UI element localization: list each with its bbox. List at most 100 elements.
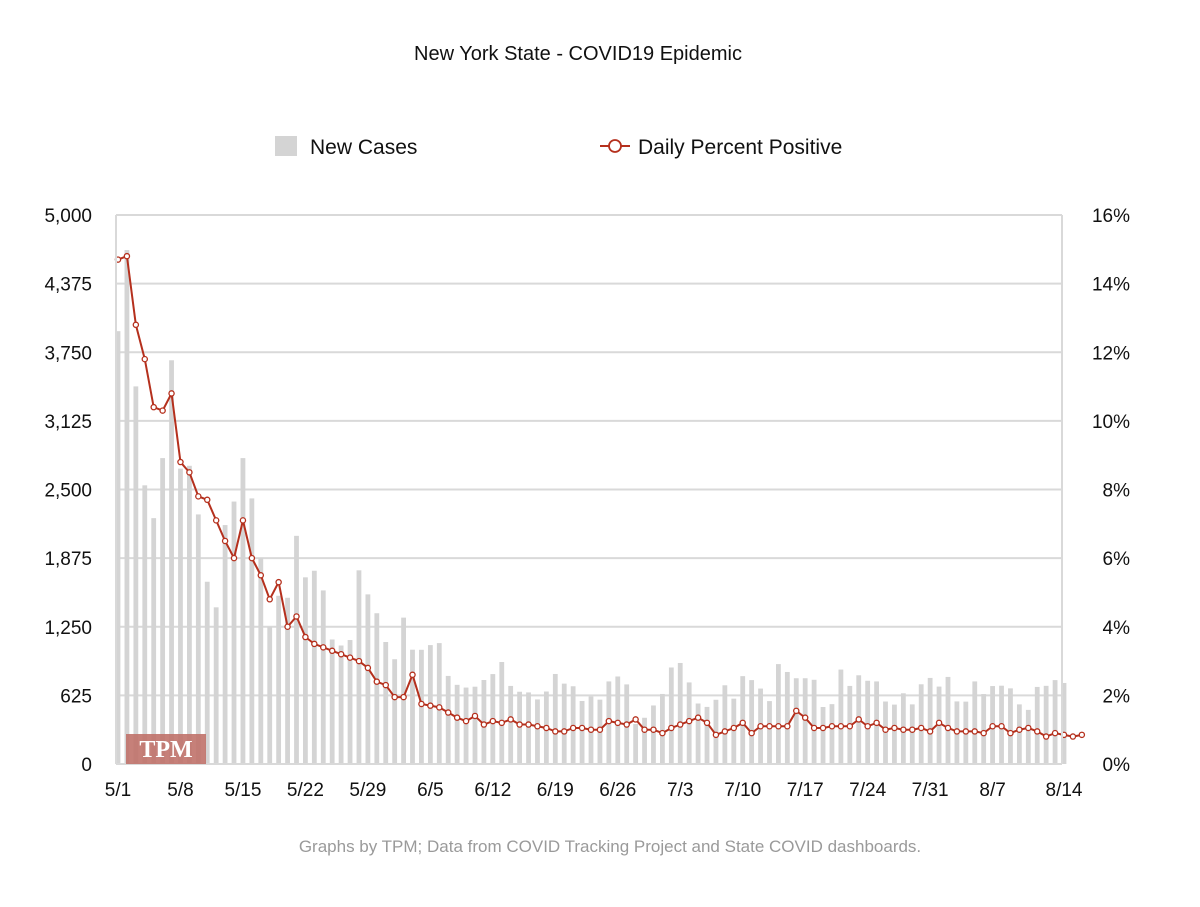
- bar-new-cases: [365, 594, 371, 764]
- bar-new-cases: [445, 675, 451, 764]
- point-percent-positive: [543, 724, 550, 732]
- point-percent-positive: [525, 721, 532, 728]
- point-percent-positive: [650, 726, 657, 733]
- point-percent-positive: [864, 723, 871, 730]
- point-percent-positive: [1007, 729, 1014, 737]
- y-axis-right-labels: 16% 14% 12% 10% 8% 6% 4% 2% 0%: [1092, 206, 1130, 776]
- point-percent-positive: [703, 719, 711, 727]
- y-axis-left-labels: 5,000 4,375 3,750 3,125 2,500 1,875 1,250 625 0: [44, 206, 92, 776]
- bar-new-cases: [1034, 686, 1040, 764]
- bar-new-cases: [178, 468, 183, 764]
- point-percent-positive: [436, 704, 443, 711]
- bar-new-cases: [231, 501, 237, 764]
- point-percent-positive: [1042, 733, 1050, 740]
- point-percent-positive: [730, 724, 738, 732]
- point-percent-positive: [453, 714, 461, 721]
- legend-swatch-new-cases: [275, 136, 297, 156]
- bar-new-cases: [436, 643, 442, 764]
- point-percent-positive: [721, 728, 729, 735]
- point-percent-positive: [203, 496, 211, 504]
- point-percent-positive: [444, 709, 452, 716]
- point-percent-positive: [900, 726, 907, 733]
- bar-new-cases: [918, 684, 924, 764]
- bars-new-cases: [115, 250, 1067, 765]
- bar-new-cases: [865, 680, 871, 764]
- bar-new-cases: [659, 693, 665, 764]
- point-percent-positive: [177, 458, 184, 466]
- point-percent-positive: [623, 721, 630, 728]
- point-percent-positive: [1016, 726, 1023, 733]
- legend-label-new-cases: New Cases: [310, 136, 417, 159]
- point-percent-positive: [775, 723, 782, 730]
- bar-new-cases: [267, 626, 273, 764]
- point-percent-positive: [195, 493, 202, 500]
- point-percent-positive: [989, 723, 996, 730]
- bar-new-cases: [338, 645, 344, 764]
- point-percent-positive: [873, 719, 880, 727]
- y-left-tick-label: 3,750: [44, 343, 92, 364]
- bar-new-cases: [151, 518, 157, 764]
- bar-new-cases: [392, 659, 398, 764]
- watermark-text: TPM: [139, 737, 192, 763]
- bar-new-cases: [552, 673, 558, 764]
- point-percent-positive: [302, 633, 309, 641]
- bar-new-cases: [142, 485, 148, 764]
- grid-lines: [116, 214, 1062, 765]
- bar-new-cases: [115, 331, 121, 764]
- point-percent-positive: [337, 650, 345, 658]
- point-percent-positive: [284, 623, 291, 631]
- point-percent-positive: [346, 654, 354, 661]
- bar-new-cases: [410, 649, 415, 764]
- footer-credit: Graphs by TPM; Data from COVID Tracking …: [299, 837, 921, 856]
- point-percent-positive: [400, 693, 407, 701]
- bar-new-cases: [356, 570, 362, 764]
- point-percent-positive: [882, 726, 889, 733]
- bar-new-cases: [276, 595, 282, 764]
- x-tick-label: 7/3: [667, 780, 693, 801]
- x-tick-label: 6/12: [474, 780, 511, 801]
- point-percent-positive: [516, 721, 523, 728]
- bar-new-cases: [294, 535, 299, 764]
- point-percent-positive: [534, 723, 541, 730]
- y-right-tick-label: 8%: [1103, 481, 1131, 502]
- point-percent-positive: [944, 724, 952, 732]
- x-tick-label: 8/7: [979, 780, 1005, 801]
- point-percent-positive: [320, 644, 327, 651]
- bar-new-cases: [258, 557, 264, 764]
- bar-new-cases: [838, 669, 844, 764]
- bar-new-cases: [169, 360, 174, 764]
- point-percent-positive: [1051, 729, 1059, 737]
- point-percent-positive: [784, 723, 791, 730]
- x-tick-label: 6/19: [537, 780, 574, 801]
- bar-new-cases: [909, 704, 915, 764]
- bar-new-cases: [642, 717, 647, 764]
- bar-new-cases: [508, 685, 514, 764]
- point-percent-positive: [1078, 731, 1086, 739]
- bar-new-cases: [793, 678, 799, 764]
- point-percent-positive: [1033, 728, 1041, 735]
- point-percent-positive: [685, 717, 693, 725]
- y-left-tick-label: 2,500: [44, 481, 92, 502]
- bar-new-cases: [776, 664, 781, 764]
- y-left-tick-label: 4,375: [44, 275, 92, 296]
- x-tick-label: 5/1: [105, 780, 131, 801]
- point-percent-positive: [819, 724, 827, 732]
- point-percent-positive: [328, 647, 336, 655]
- y-left-tick-label: 0: [81, 755, 92, 776]
- point-percent-positive: [676, 721, 684, 728]
- bar-new-cases: [204, 581, 210, 764]
- bar-new-cases: [240, 458, 246, 764]
- point-percent-positive: [293, 613, 300, 620]
- point-percent-positive: [891, 724, 898, 732]
- bar-new-cases: [124, 250, 130, 765]
- point-percent-positive: [614, 719, 622, 727]
- bar-new-cases: [329, 639, 335, 764]
- x-tick-label: 5/22: [287, 780, 324, 801]
- x-tick-label: 7/10: [724, 780, 761, 801]
- y-left-tick-label: 3,125: [44, 412, 92, 433]
- y-left-tick-label: 1,875: [44, 549, 92, 570]
- point-percent-positive: [953, 728, 961, 735]
- point-percent-positive: [855, 716, 862, 723]
- y-left-tick-label: 1,250: [44, 618, 92, 639]
- bar-new-cases: [1016, 704, 1022, 764]
